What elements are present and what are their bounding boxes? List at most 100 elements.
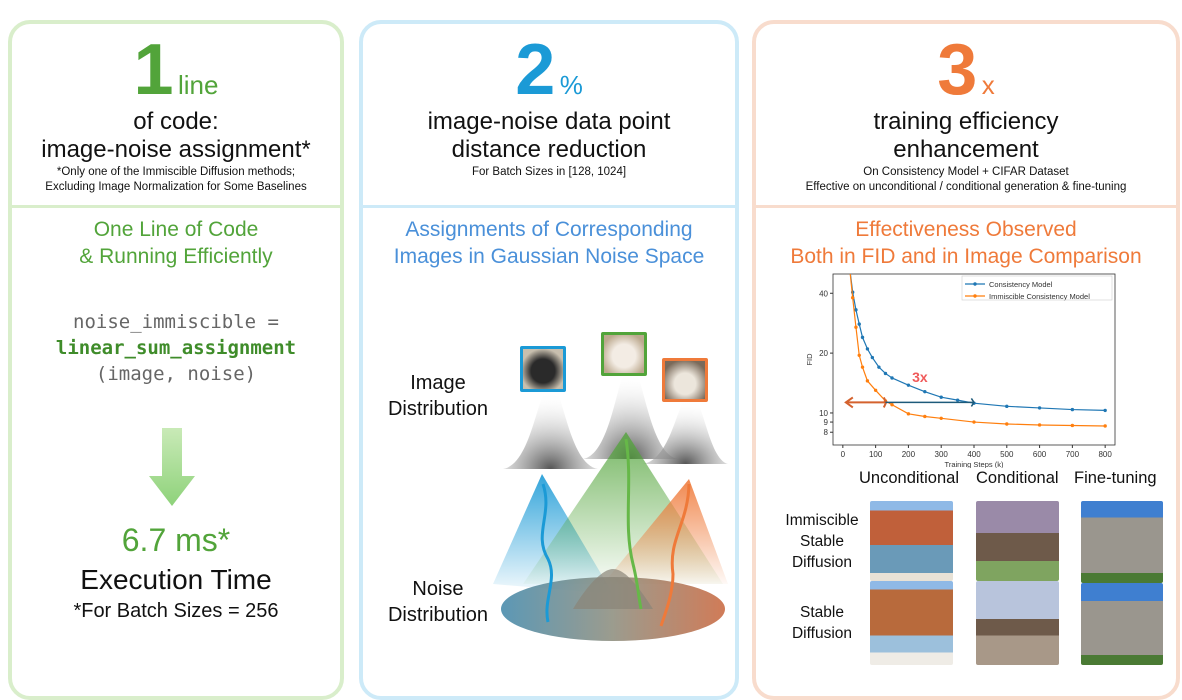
- title-line: training efficiency: [873, 108, 1059, 135]
- panel-one-line: 1 line of code: image-noise assignment* …: [8, 20, 344, 700]
- sample-standard-fine-tuning: [1081, 583, 1163, 665]
- data-point: [854, 308, 858, 312]
- footnote: On Consistency Model + CIFAR Dataset Eff…: [756, 165, 1176, 195]
- label-line: Noise: [412, 578, 464, 600]
- note-line: *Only one of the Immiscible Diffusion me…: [56, 166, 296, 178]
- data-point: [939, 416, 943, 421]
- code-line: linear_sum_assignment: [55, 337, 297, 359]
- section-title: Effectiveness Observed Both in FID and i…: [756, 216, 1176, 270]
- headline-unit: x: [981, 70, 995, 100]
- code-line: (image, noise): [95, 363, 257, 385]
- footnote: *Only one of the Immiscible Diffusion me…: [12, 165, 340, 195]
- headline: 3 x: [756, 34, 1176, 106]
- headline-number: 3: [937, 30, 978, 110]
- x-tick-label: 300: [935, 450, 949, 459]
- data-point: [955, 398, 960, 402]
- x-tick-label: 500: [1000, 450, 1014, 459]
- divider: [12, 205, 340, 208]
- data-point: [923, 414, 927, 419]
- data-point: [906, 383, 911, 387]
- image-distribution-label: Image Distribution: [383, 370, 493, 422]
- execution-time-label: Execution Time: [80, 564, 272, 595]
- sample-immiscible-fine-tuning: [1081, 501, 1163, 583]
- section-line: Effectiveness Observed: [855, 218, 1077, 241]
- cat-image-white: [601, 332, 647, 376]
- arrow-head: [970, 397, 975, 407]
- row-stable-diffusion: Stable Diffusion: [772, 602, 872, 644]
- row-label-line: Diffusion: [791, 625, 853, 642]
- note-line: Excluding Image Normalization for Some B…: [45, 181, 307, 193]
- panel-distance-reduction: 2 % image-noise data point distance redu…: [359, 20, 739, 700]
- x-tick-label: 200: [902, 450, 916, 459]
- sample-immiscible-unconditional: [870, 501, 953, 581]
- execution-time-value: 6.7 ms*: [121, 522, 231, 558]
- data-point: [1070, 407, 1075, 412]
- image-peak-cat-2: [583, 364, 678, 459]
- section-title: Assignments of Corresponding Images in G…: [363, 216, 735, 270]
- label-line: Distribution: [387, 398, 489, 420]
- legend-box: [961, 275, 1113, 301]
- headline-number: 2: [515, 30, 556, 110]
- data-point: [890, 376, 894, 380]
- data-point: [890, 403, 894, 407]
- note-line: Effective on unconditional / conditional…: [805, 181, 1127, 193]
- execution-time-note: *For Batch Sizes = 256: [73, 600, 279, 622]
- headline-number: 1: [133, 30, 174, 110]
- y-tick-label: 9: [824, 418, 829, 427]
- row-label-line: Stable: [800, 604, 844, 621]
- section-line: Both in FID and in Image Comparison: [790, 245, 1142, 268]
- data-point: [1005, 404, 1009, 409]
- data-point: [972, 420, 976, 424]
- legend-label: Immiscible Consistency Model: [989, 292, 1090, 301]
- x-tick-label: 400: [967, 450, 981, 459]
- title-line: distance reduction: [451, 136, 647, 163]
- sample-standard-conditional: [976, 581, 1059, 665]
- title-line: of code:: [133, 108, 219, 135]
- y-axis-label: FID: [805, 353, 814, 366]
- cat-image-black: [520, 346, 566, 392]
- section-line: One Line of Code: [93, 218, 259, 241]
- data-point: [873, 388, 878, 393]
- x-tick-label: 100: [869, 450, 883, 459]
- x-tick-label: 0: [841, 450, 846, 459]
- y-tick-label: 10: [819, 409, 828, 418]
- headline: 2 %: [363, 34, 735, 106]
- y-tick-label: 8: [824, 428, 829, 437]
- section-line: Images in Gaussian Noise Space: [393, 245, 705, 268]
- data-point: [865, 379, 870, 383]
- headline: 1 line: [12, 34, 340, 106]
- legend-marker: [973, 294, 977, 298]
- row-label-line: Immiscible: [785, 512, 859, 529]
- data-point: [1037, 423, 1042, 427]
- data-point: [1070, 423, 1075, 428]
- data-point: [906, 412, 911, 416]
- data-point: [883, 371, 888, 376]
- data-point: [939, 395, 943, 399]
- plot-frame: [832, 273, 1116, 446]
- headline-unit: line: [178, 70, 219, 100]
- orange-cone: [603, 479, 728, 584]
- orange-path-arrow: [659, 483, 691, 627]
- code-snippet: noise_immiscible = linear_sum_assignment…: [12, 309, 340, 387]
- sample-immiscible-conditional: [976, 501, 1059, 581]
- code-line: noise_immiscible =: [73, 311, 279, 333]
- data-point: [854, 325, 858, 329]
- x-axis-label: Training Steps (k): [945, 460, 1004, 468]
- data-point: [860, 365, 865, 369]
- data-point: [857, 353, 861, 358]
- data-point: [923, 389, 927, 394]
- row-immiscible-stable-diffusion: Immiscible Stable Diffusion: [772, 510, 872, 573]
- noise-assignment-diagram: [493, 364, 728, 641]
- data-point: [865, 347, 870, 351]
- title-line: image-noise data point: [427, 108, 671, 135]
- x-tick-label: 700: [1066, 450, 1080, 459]
- image-peak-cat-3: [643, 394, 728, 464]
- data-point: [877, 365, 881, 369]
- data-point: [857, 322, 861, 326]
- section-title: One Line of Code & Running Efficiently: [12, 216, 340, 270]
- arrow-down-icon: [149, 428, 195, 506]
- headline-title: image-noise data point distance reductio…: [363, 108, 735, 164]
- speedup-annotation: 3x: [912, 369, 928, 385]
- data-point: [860, 335, 865, 340]
